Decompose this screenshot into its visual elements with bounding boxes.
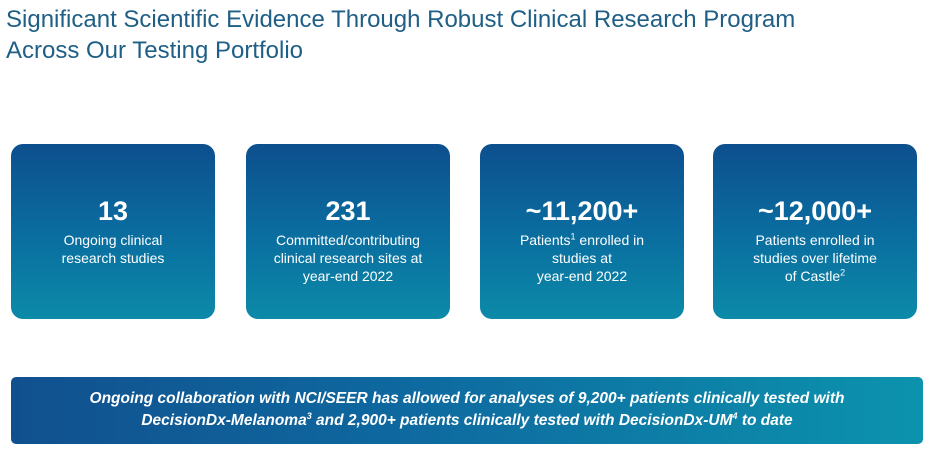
stat-description: Patients enrolled in studies over lifeti… — [721, 231, 909, 285]
stat-description-line: Patients enrolled in — [755, 232, 875, 248]
stat-description-line: Committed/contributing — [276, 232, 420, 248]
stat-description-line: year-end 2022 — [302, 268, 394, 284]
stat-description: Patients1 enrolled in studies at year-en… — [488, 231, 676, 285]
stat-description-text: enrolled in — [575, 232, 645, 248]
stat-card-research-sites: 231 Committed/contributing clinical rese… — [246, 144, 450, 319]
stat-value: 13 — [97, 196, 129, 226]
stat-description: Committed/contributing clinical research… — [254, 231, 442, 285]
stat-description-line: year-end 2022 — [536, 268, 628, 284]
stat-description-line: Patients1 enrolled in — [488, 231, 676, 249]
banner-text: to date — [737, 412, 793, 429]
page-title-line-2: Across Our Testing Portfolio — [6, 37, 304, 64]
footnote-marker: 3 — [306, 410, 312, 421]
page-title-line-1: Significant Scientific Evidence Through … — [6, 6, 796, 33]
footnote-marker: 4 — [732, 410, 738, 421]
stat-value: ~11,200+ — [525, 196, 639, 226]
stat-description: Ongoing clinical research studies — [19, 231, 207, 267]
banner-line-1: Ongoing collaboration with NCI/SEER has … — [89, 390, 845, 407]
stat-description-text: Patients — [519, 232, 571, 248]
footnote-marker: 1 — [570, 231, 576, 242]
stat-description-line: of Castle2 — [721, 267, 909, 285]
stat-value: 231 — [325, 196, 371, 226]
stat-description-line: studies over lifetime — [753, 250, 877, 266]
stat-card-patients-enrolled: ~11,200+ Patients1 enrolled in studies a… — [480, 144, 684, 319]
stat-description-line: Ongoing clinical — [63, 232, 163, 248]
stat-description-text: of Castle — [784, 268, 841, 284]
collaboration-banner: Ongoing collaboration with NCI/SEER has … — [11, 377, 923, 444]
stat-card-lifetime-patients: ~12,000+ Patients enrolled in studies ov… — [713, 144, 917, 319]
stat-description-line: clinical research sites at — [273, 250, 423, 266]
banner-line-2: DecisionDx-Melanoma3 and 2,900+ patients… — [11, 410, 923, 432]
footnote-marker: 2 — [840, 267, 846, 278]
stat-description-line: research studies — [61, 250, 165, 266]
stat-description-line: studies at — [552, 250, 612, 266]
banner-text: DecisionDx-Melanoma — [141, 412, 307, 429]
stat-value: ~12,000+ — [757, 196, 873, 226]
stat-card-clinical-studies: 13 Ongoing clinical research studies — [11, 144, 215, 319]
banner-text: and 2,900+ patients clinically tested wi… — [311, 412, 733, 429]
page-title: Significant Scientific Evidence Through … — [6, 4, 906, 66]
